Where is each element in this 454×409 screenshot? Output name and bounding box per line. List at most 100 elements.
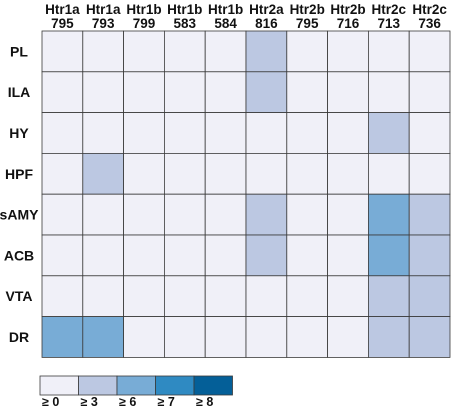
heatmap-cell [41, 275, 84, 317]
heatmap-cell [123, 316, 165, 358]
row-label: VTA [6, 288, 33, 304]
legend-label: ≥ 3 [81, 395, 98, 409]
heatmap-cell [204, 193, 247, 236]
heatmap-cell [41, 71, 84, 114]
legend-swatch [39, 375, 79, 396]
heatmap-cell [327, 275, 369, 317]
heatmap-cell [41, 152, 84, 195]
heatmap-cell [41, 316, 84, 358]
heatmap-cell [82, 71, 125, 114]
column-id-label: 816 [255, 16, 278, 31]
heatmap-cell [41, 234, 84, 277]
column-id-label: 736 [418, 16, 441, 31]
heatmap-cell [82, 152, 125, 195]
heatmap-cell [327, 152, 369, 195]
heatmap-cell [286, 152, 328, 195]
heatmap-cell [327, 30, 369, 73]
column-gene-label: Htr2a [249, 2, 284, 17]
heatmap-cell [367, 71, 410, 114]
row-label: PL [10, 43, 28, 59]
heatmap-cell [408, 30, 451, 73]
heatmap-cell [82, 112, 125, 154]
heatmap-cell [163, 30, 206, 73]
heatmap-cell [245, 316, 288, 358]
heatmap-cell [82, 234, 125, 277]
heatmap-cell [245, 71, 288, 114]
legend-swatch [193, 375, 233, 396]
heatmap-cell [163, 71, 206, 114]
heatmap-cell [123, 71, 165, 114]
heatmap-cell [245, 193, 288, 236]
heatmap-cell [41, 112, 84, 154]
heatmap-cell [204, 275, 247, 317]
column-gene-label: Htr2b [330, 2, 365, 17]
row-label: ILA [8, 84, 31, 100]
heatmap-cell [367, 152, 410, 195]
heatmap-cell [163, 275, 206, 317]
heatmap-cell [204, 71, 247, 114]
heatmap-cell [408, 152, 451, 195]
legend-label: ≥ 7 [158, 395, 175, 409]
heatmap-cell [163, 152, 206, 195]
heatmap-cell [163, 234, 206, 277]
row-label: HY [9, 125, 29, 141]
heatmap-cell [286, 275, 328, 317]
heatmap-cell [163, 193, 206, 236]
row-label: HPF [5, 166, 33, 182]
heatmap-cell [204, 234, 247, 277]
heatmap-cell [245, 112, 288, 154]
heatmap-cell [245, 234, 288, 277]
heatmap-cell [82, 316, 125, 358]
column-id-label: 793 [92, 16, 115, 31]
legend-label: ≥ 8 [196, 395, 213, 409]
heatmap-cell [204, 112, 247, 154]
heatmap-cell [367, 234, 410, 277]
column-id-label: 795 [296, 16, 319, 31]
heatmap-cell [286, 71, 328, 114]
legend-label: ≥ 0 [42, 395, 59, 409]
heatmap-cell [286, 30, 328, 73]
heatmap-cell [286, 234, 328, 277]
heatmap-cell [408, 316, 451, 358]
heatmap-cell [123, 30, 165, 73]
column-id-label: 713 [378, 16, 401, 31]
column-gene-label: Htr1b [126, 2, 161, 17]
column-gene-label: Htr1b [208, 2, 243, 17]
heatmap-cell [123, 275, 165, 317]
row-label: ACB [4, 247, 34, 263]
heatmap-cell [408, 234, 451, 277]
heatmap-cell [163, 316, 206, 358]
heatmap-cell [163, 112, 206, 154]
heatmap-cell [204, 30, 247, 73]
legend-swatch [155, 375, 195, 396]
heatmap-cell [123, 112, 165, 154]
heatmap-cell [286, 316, 328, 358]
row-label: sAMY [0, 207, 39, 223]
heatmap-cell [327, 316, 369, 358]
column-gene-label: Htr1a [86, 2, 121, 17]
column-id-label: 795 [51, 16, 74, 31]
heatmap-cell [408, 275, 451, 317]
heatmap-cell [327, 193, 369, 236]
column-gene-label: Htr2c [372, 2, 407, 17]
heatmap-cell [82, 275, 125, 317]
heatmap-cell [204, 316, 247, 358]
heatmap-cell [327, 112, 369, 154]
heatmap-cell [367, 316, 410, 358]
heatmap-cell [123, 193, 165, 236]
heatmap-cell [245, 30, 288, 73]
legend-swatch [78, 375, 118, 396]
column-gene-label: Htr2c [412, 2, 447, 17]
heatmap-cell [408, 193, 451, 236]
heatmap-cell [41, 193, 84, 236]
column-id-label: 583 [174, 16, 197, 31]
heatmap-cell [204, 152, 247, 195]
heatmap-cell [245, 152, 288, 195]
column-id-label: 716 [337, 16, 360, 31]
heatmap-cell [327, 234, 369, 277]
heatmap-cell [408, 112, 451, 154]
heatmap-cell [245, 275, 288, 317]
legend-swatch [116, 375, 156, 396]
heatmap-cell [327, 71, 369, 114]
